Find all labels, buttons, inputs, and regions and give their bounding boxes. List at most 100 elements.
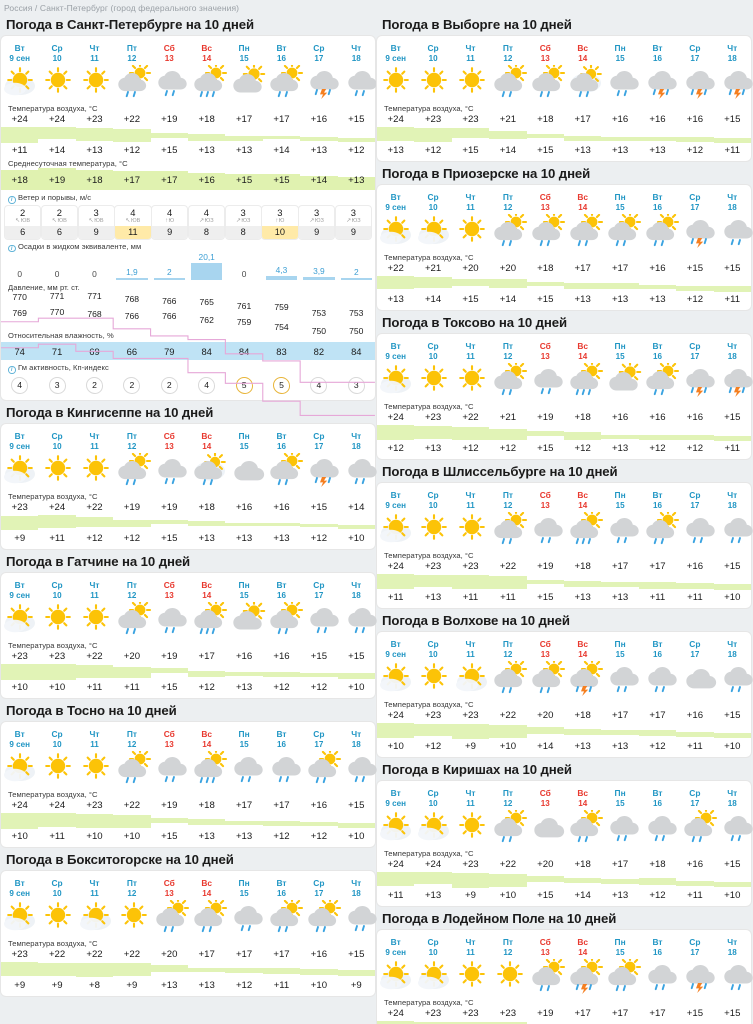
day-header[interactable]: Ср 17: [300, 875, 337, 899]
kp-cell[interactable]: 4: [300, 376, 337, 394]
day-header[interactable]: Пт 12: [113, 428, 150, 452]
day-header[interactable]: Чт 18: [714, 934, 751, 958]
wind-cell[interactable]: 3 ↖ЮВ 9: [78, 205, 114, 239]
day-header[interactable]: Ср 17: [676, 40, 713, 64]
day-header[interactable]: Чт 11: [452, 40, 489, 64]
day-header[interactable]: Сб 13: [151, 428, 188, 452]
day-header[interactable]: Вт 16: [263, 875, 300, 899]
day-header[interactable]: Сб 13: [527, 934, 564, 958]
day-header[interactable]: Чт 18: [338, 428, 375, 452]
day-header[interactable]: Вс 14: [564, 934, 601, 958]
day-header[interactable]: Пн 15: [601, 934, 638, 958]
kp-cell[interactable]: 2: [151, 376, 188, 394]
day-header[interactable]: Ср 17: [300, 726, 337, 750]
day-header[interactable]: Вт 16: [263, 726, 300, 750]
info-icon[interactable]: i: [8, 196, 16, 204]
day-header[interactable]: Ср 10: [414, 40, 451, 64]
day-header[interactable]: Сб 13: [151, 577, 188, 601]
day-header[interactable]: Вт 9 сен: [1, 428, 38, 452]
day-header[interactable]: Ср 10: [414, 338, 451, 362]
day-header[interactable]: Вт 9 сен: [377, 636, 414, 660]
day-header[interactable]: Вт 9 сен: [377, 189, 414, 213]
day-header[interactable]: Сб 13: [527, 338, 564, 362]
day-header[interactable]: Чт 11: [452, 934, 489, 958]
day-header[interactable]: Пн 15: [601, 338, 638, 362]
day-header[interactable]: Пн 15: [601, 636, 638, 660]
wind-cell[interactable]: 3 ↗ЮЗ 9: [335, 205, 371, 239]
day-header[interactable]: Чт 18: [714, 785, 751, 809]
day-header[interactable]: Вт 16: [263, 40, 300, 64]
kp-cell[interactable]: 2: [113, 376, 150, 394]
day-header[interactable]: Вс 14: [188, 40, 225, 64]
day-header[interactable]: Чт 11: [452, 338, 489, 362]
day-header[interactable]: Вт 9 сен: [377, 40, 414, 64]
day-header[interactable]: Ср 17: [676, 636, 713, 660]
day-header[interactable]: Чт 11: [452, 636, 489, 660]
day-header[interactable]: Пн 15: [601, 189, 638, 213]
day-header[interactable]: Ср 10: [414, 636, 451, 660]
day-header[interactable]: Чт 18: [338, 577, 375, 601]
day-header[interactable]: Вт 16: [639, 40, 676, 64]
day-header[interactable]: Сб 13: [527, 487, 564, 511]
day-header[interactable]: Пн 15: [601, 487, 638, 511]
day-header[interactable]: Вс 14: [188, 428, 225, 452]
day-header[interactable]: Вт 9 сен: [1, 577, 38, 601]
day-header[interactable]: Вс 14: [564, 40, 601, 64]
day-header[interactable]: Вс 14: [188, 875, 225, 899]
day-header[interactable]: Ср 17: [300, 428, 337, 452]
day-header[interactable]: Чт 18: [714, 636, 751, 660]
kp-cell[interactable]: 3: [38, 376, 75, 394]
day-header[interactable]: Чт 18: [338, 40, 375, 64]
day-header[interactable]: Пн 15: [601, 785, 638, 809]
day-header[interactable]: Пт 12: [489, 189, 526, 213]
day-header[interactable]: Пт 12: [489, 636, 526, 660]
day-header[interactable]: Ср 10: [38, 875, 75, 899]
info-icon[interactable]: i: [8, 366, 16, 374]
info-icon[interactable]: i: [8, 244, 16, 252]
kp-cell[interactable]: 5: [263, 376, 300, 394]
day-header[interactable]: Сб 13: [527, 636, 564, 660]
day-header[interactable]: Чт 18: [714, 189, 751, 213]
day-header[interactable]: Ср 10: [414, 785, 451, 809]
day-header[interactable]: Пн 15: [225, 428, 262, 452]
day-header[interactable]: Чт 11: [452, 785, 489, 809]
day-header[interactable]: Пн 15: [225, 875, 262, 899]
wind-cell[interactable]: 2 ↖ЮВ 6: [41, 205, 77, 239]
day-header[interactable]: Вт 9 сен: [377, 785, 414, 809]
day-header[interactable]: Ср 17: [676, 189, 713, 213]
day-header[interactable]: Вс 14: [564, 785, 601, 809]
day-header[interactable]: Сб 13: [527, 40, 564, 64]
day-header[interactable]: Вс 14: [188, 726, 225, 750]
day-header[interactable]: Сб 13: [527, 785, 564, 809]
kp-cell[interactable]: 5: [225, 376, 262, 394]
day-header[interactable]: Пн 15: [225, 577, 262, 601]
day-header[interactable]: Пн 15: [225, 726, 262, 750]
day-header[interactable]: Ср 17: [676, 487, 713, 511]
day-header[interactable]: Ср 10: [414, 189, 451, 213]
day-header[interactable]: Пт 12: [113, 577, 150, 601]
kp-cell[interactable]: 4: [188, 376, 225, 394]
day-header[interactable]: Вс 14: [564, 636, 601, 660]
day-header[interactable]: Пн 15: [225, 40, 262, 64]
day-header[interactable]: Пт 12: [489, 40, 526, 64]
day-header[interactable]: Вт 16: [639, 487, 676, 511]
day-header[interactable]: Сб 13: [527, 189, 564, 213]
day-header[interactable]: Вт 9 сен: [1, 40, 38, 64]
day-header[interactable]: Ср 17: [676, 785, 713, 809]
day-header[interactable]: Чт 18: [338, 875, 375, 899]
day-header[interactable]: Вт 16: [639, 934, 676, 958]
day-header[interactable]: Чт 18: [714, 40, 751, 64]
day-header[interactable]: Ср 17: [300, 40, 337, 64]
day-header[interactable]: Ср 17: [300, 577, 337, 601]
day-header[interactable]: Вс 14: [188, 577, 225, 601]
day-header[interactable]: Вт 9 сен: [377, 934, 414, 958]
wind-cell[interactable]: 3 ↗ЮЗ 9: [299, 205, 335, 239]
day-header[interactable]: Пт 12: [489, 785, 526, 809]
day-header[interactable]: Чт 11: [76, 726, 113, 750]
day-header[interactable]: Ср 10: [414, 487, 451, 511]
day-header[interactable]: Ср 10: [414, 934, 451, 958]
wind-cell[interactable]: 4 ↖ЮВ 11: [115, 205, 151, 239]
day-header[interactable]: Вт 16: [263, 428, 300, 452]
day-header[interactable]: Пт 12: [489, 934, 526, 958]
kp-cell[interactable]: 2: [76, 376, 113, 394]
